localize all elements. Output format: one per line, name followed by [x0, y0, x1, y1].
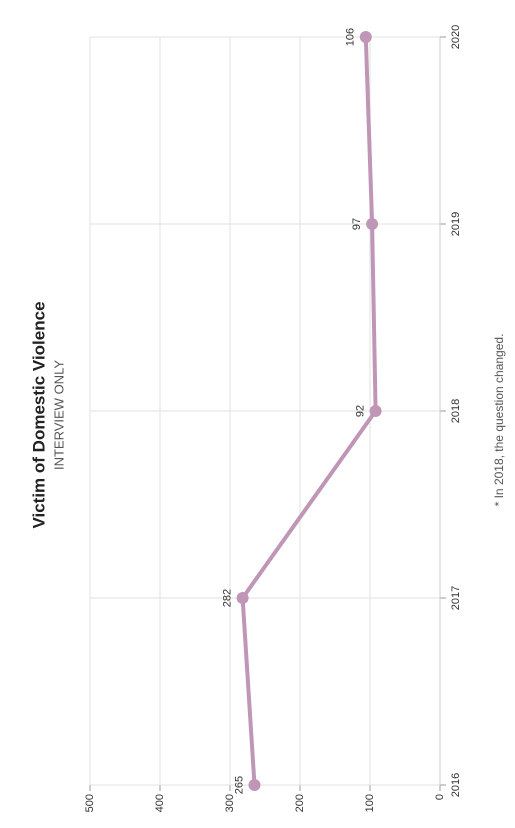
data-label: 106 — [345, 28, 357, 46]
x-tick-label: 2019 — [450, 212, 462, 236]
y-tick-label: 0 — [434, 794, 446, 800]
chart-title: Victim of Domestic Violence — [29, 301, 48, 528]
data-point — [359, 31, 372, 43]
data-point — [369, 405, 382, 417]
data-label: 97 — [351, 218, 363, 230]
data-label: 92 — [355, 405, 367, 417]
data-label: 282 — [222, 589, 234, 607]
chart-subtitle: INTERVIEW ONLY — [51, 360, 66, 470]
y-tick-label: 500 — [84, 794, 96, 812]
y-tick-label: 400 — [154, 794, 166, 812]
footnote: * In 2018, the question changed. — [492, 334, 506, 507]
y-tick-label: 100 — [364, 794, 376, 812]
x-tick-label: 2017 — [450, 586, 462, 610]
data-label: 265 — [233, 776, 245, 794]
y-tick-label: 200 — [294, 794, 306, 812]
data-point — [248, 779, 261, 791]
data-point — [236, 592, 249, 604]
x-tick-label: 2020 — [450, 25, 462, 49]
x-tick-label: 2018 — [450, 399, 462, 423]
y-tick-label: 300 — [224, 794, 236, 812]
data-point — [366, 218, 379, 230]
x-tick-label: 2016 — [450, 773, 462, 797]
